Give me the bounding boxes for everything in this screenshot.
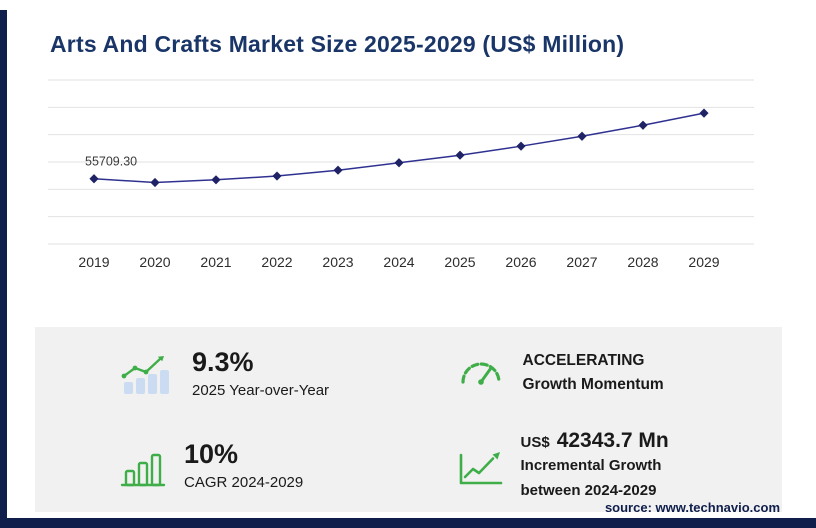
bottom-accent-bar <box>0 518 816 528</box>
x-axis-label: 2019 <box>78 254 109 270</box>
stat-cagr: 10% CAGR 2024-2029 <box>35 420 409 513</box>
data-point <box>89 174 99 184</box>
x-axis-label: 2021 <box>200 254 231 270</box>
x-axis-label: 2020 <box>139 254 170 270</box>
data-point <box>516 141 526 151</box>
data-point <box>577 131 587 141</box>
data-point <box>394 158 404 168</box>
x-axis-label: 2027 <box>566 254 597 270</box>
data-point <box>150 177 160 188</box>
incremental-label-line2: between 2024-2029 <box>520 481 657 499</box>
x-axis-label: 2023 <box>322 254 353 270</box>
data-point <box>699 108 709 118</box>
line-growth-arrow-icon <box>457 445 503 487</box>
data-point <box>211 175 221 185</box>
x-axis-label: 2025 <box>444 254 475 270</box>
incremental-label-line1: Incremental Growth <box>520 457 662 475</box>
x-axis-label: 2028 <box>627 254 658 270</box>
bar-chart-growth-icon <box>120 350 174 396</box>
first-point-label: 55709.30 <box>85 155 137 169</box>
incremental-currency: US$ <box>520 434 550 452</box>
stat-momentum: ACCELERATING Growth Momentum <box>409 327 783 420</box>
stat-yoy: 9.3% 2025 Year-over-Year <box>35 327 409 420</box>
yoy-label: 2025 Year-over-Year <box>192 381 330 399</box>
left-accent-bar <box>0 10 7 528</box>
yoy-value: 9.3% <box>192 346 254 377</box>
bar-chart-outline-icon <box>120 445 166 487</box>
x-axis-label: 2026 <box>505 254 536 270</box>
momentum-label: Growth Momentum <box>522 376 664 394</box>
x-axis-label: 2022 <box>261 254 292 270</box>
stats-panel: 9.3% 2025 Year-over-Year ACCELERATING Gr… <box>35 327 782 512</box>
source-text: source: www.technavio.com <box>604 500 780 515</box>
data-point <box>333 165 343 175</box>
data-point <box>272 171 282 181</box>
stat-incremental: US$ 42343.7 Mn Incremental Growth betwee… <box>409 420 783 513</box>
market-size-chart: 55709.30 2019 2020 2021 2022 2023 2024 2025 2026… <box>48 68 756 276</box>
incremental-value: 42343.7 Mn <box>556 429 669 453</box>
data-point <box>455 150 465 160</box>
x-axis-label: 2029 <box>688 254 719 270</box>
data-point <box>638 120 648 130</box>
speedometer-icon <box>457 352 505 394</box>
momentum-value: ACCELERATING <box>522 352 645 370</box>
cagr-label: CAGR 2024-2029 <box>184 474 304 492</box>
market-size-line-chart: 55709.30 2019 2020 2021 2022 2023 2024 2025 2026… <box>48 79 754 270</box>
series-line <box>93 112 705 184</box>
x-axis-label: 2024 <box>383 254 414 270</box>
page-title: Arts And Crafts Market Size 2025-2029 (U… <box>50 31 625 58</box>
cagr-value: 10% <box>184 439 239 470</box>
